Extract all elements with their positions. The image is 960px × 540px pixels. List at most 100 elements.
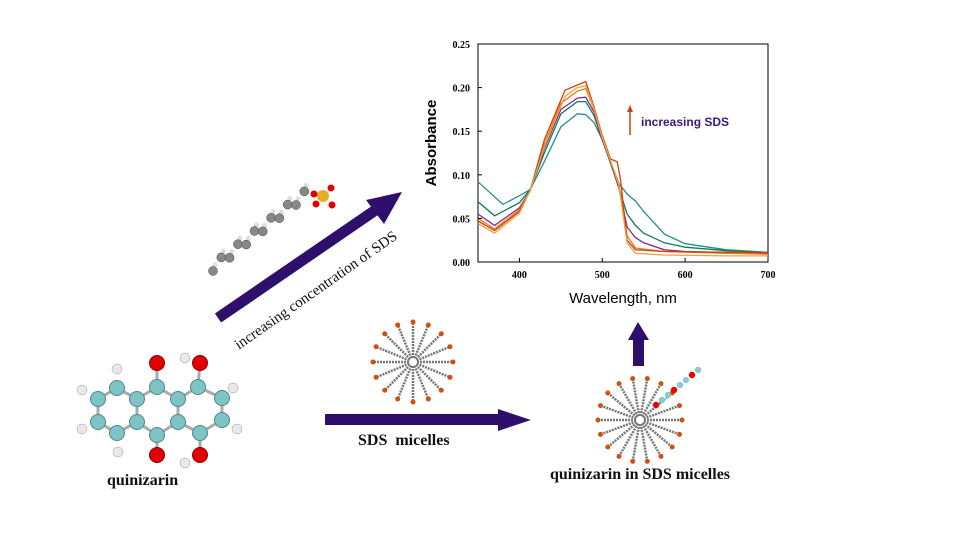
surfactant-tail: [375, 362, 410, 379]
hydrogen-atom: [295, 196, 301, 202]
carbon-atom: [149, 379, 165, 395]
surfactant-head: [370, 359, 376, 365]
hydrogen-atom: [76, 423, 88, 435]
x-tick-label: 700: [761, 270, 776, 281]
surfactant-head: [630, 376, 636, 382]
surfactant-head: [373, 374, 379, 380]
x-tick-label: 600: [678, 270, 693, 281]
oxygen-atom: [192, 447, 208, 463]
absorbance-series-line: [477, 80, 768, 254]
surfactant-tail: [383, 332, 412, 361]
hydrogen-atom: [245, 236, 251, 242]
quinizarin-atom: [694, 366, 702, 374]
surfactant-tail: [413, 324, 430, 359]
carbon-atom: [282, 199, 293, 210]
quinizarin-atom: [658, 396, 666, 404]
surfactant-head: [595, 417, 601, 423]
hydrogen-atom: [227, 382, 239, 394]
carbon-atom: [216, 252, 227, 263]
carbon-atom: [208, 266, 218, 276]
carbon-atom: [109, 380, 125, 396]
hydrogen-atom: [270, 209, 276, 215]
surfactant-head: [395, 322, 401, 328]
absorbance-series-line: [477, 87, 769, 255]
oxygen-atom: [327, 184, 335, 192]
y-tick-label: 0.20: [453, 84, 471, 95]
plot-frame: [477, 43, 769, 263]
oxygen-atom: [328, 201, 336, 209]
carbon-atom: [299, 186, 310, 197]
surfactant-tail: [413, 365, 430, 400]
surfactant-head: [410, 399, 416, 405]
y-tick-label: 0.25: [453, 40, 471, 51]
surfactant-tail: [414, 363, 443, 392]
oxygen-atom: [149, 447, 165, 463]
sds-micelles-label: SDS micelles: [358, 432, 450, 449]
surfactant-head: [598, 431, 604, 437]
hydrogen-atom: [179, 352, 191, 364]
carbon-atom: [192, 425, 208, 441]
surfactant-head: [450, 359, 456, 365]
horizontal-arrow: [325, 409, 531, 431]
hydrogen-atom: [231, 423, 243, 435]
surfactant-tail: [607, 421, 638, 448]
carbon-atom: [249, 226, 260, 236]
carbon-atom: [149, 427, 165, 443]
surfactant-head: [438, 331, 444, 337]
quinizarin-micelle: [595, 366, 702, 464]
up-arrow: [628, 322, 649, 366]
oxygen-atom: [312, 200, 320, 208]
surfactant-head: [382, 331, 388, 337]
absorbance-series-line: [477, 113, 769, 254]
surfactant-head: [605, 444, 611, 450]
quinizarin-atom: [676, 381, 684, 389]
surfactant-head: [630, 458, 636, 464]
surfactant-tail: [617, 383, 640, 418]
surfactant-head: [447, 344, 453, 350]
hydrogen-atom: [254, 222, 259, 228]
carbon-atom: [170, 414, 186, 430]
quinizarin-atom: [670, 386, 678, 394]
x-tick-label: 400: [512, 270, 527, 281]
surfactant-tail: [416, 345, 451, 362]
oxygen-atom: [149, 355, 165, 371]
surfactant-head: [438, 387, 444, 393]
hydrogen-atom: [112, 446, 124, 458]
hydrogen-atom: [220, 248, 226, 254]
surfactant-head: [447, 374, 453, 380]
carbon-atom: [170, 391, 186, 407]
annotation-arrowhead: [627, 105, 633, 112]
x-axis-label: Wavelength, nm: [569, 290, 677, 307]
surfactant-tail: [416, 362, 451, 379]
carbon-atom: [214, 390, 230, 406]
oxygen-atom: [192, 355, 208, 371]
hydrogen-atom: [303, 182, 309, 188]
surfactant-tail: [642, 421, 673, 448]
carbon-atom: [129, 391, 145, 407]
diagonal-arrow: [214, 192, 402, 323]
surfactant-head: [644, 458, 650, 464]
surfactant-tail: [640, 422, 663, 457]
surfactant-head: [425, 396, 431, 402]
carbon-atom: [224, 253, 235, 263]
x-tick-label: 500: [595, 270, 610, 281]
hydrogen-atom: [287, 196, 293, 202]
surfactant-head: [373, 344, 379, 350]
surfactant-tail: [639, 378, 649, 417]
sds-micelle: [370, 319, 456, 405]
surfactant-tail: [396, 324, 413, 359]
surfactant-tail: [383, 363, 412, 392]
surfactant-tail: [631, 423, 641, 462]
surfactant-head: [676, 431, 682, 437]
surfactant-head: [395, 396, 401, 402]
surfactant-head: [598, 403, 604, 409]
y-tick-label: 0.15: [453, 127, 471, 138]
quinizarin-label: quinizarin: [107, 472, 179, 489]
surfactant-tail: [600, 420, 637, 436]
surfactant-head: [658, 453, 664, 459]
surfactant-head: [605, 390, 611, 396]
hydrogen-atom: [237, 235, 243, 241]
carbon-atom: [241, 239, 251, 250]
carbon-atom: [90, 414, 106, 430]
